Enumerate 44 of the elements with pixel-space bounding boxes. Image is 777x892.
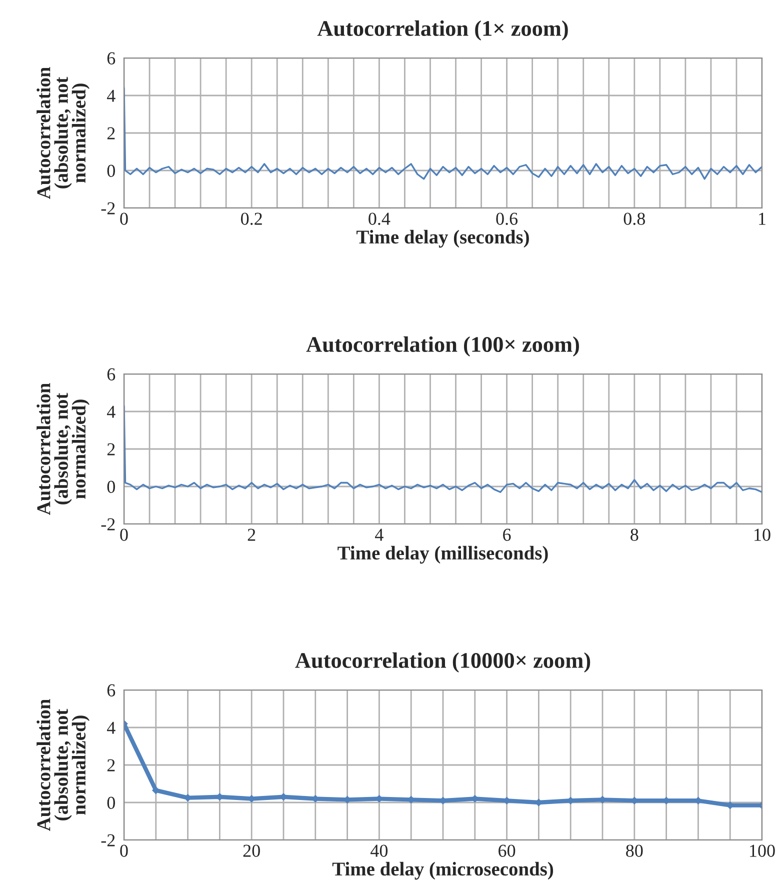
x-axis-title: Time delay (milliseconds) bbox=[338, 546, 548, 564]
x-tick-label: 60 bbox=[498, 844, 516, 857]
line-series bbox=[124, 405, 762, 493]
y-tick-label: 6 bbox=[107, 684, 116, 696]
x-tick-label: 4 bbox=[375, 528, 384, 541]
x-axis-title: Time delay (microseconds) bbox=[332, 862, 554, 880]
y-tick-label: -2 bbox=[101, 202, 115, 214]
x-tick-label: 20 bbox=[243, 844, 260, 857]
x-tick-label: 8 bbox=[630, 528, 638, 541]
chart-title: Autocorrelation (10000× zoom) bbox=[295, 652, 590, 673]
x-tick-label: 40 bbox=[370, 844, 388, 857]
x-tick-label: 0.8 bbox=[624, 212, 645, 225]
y-tick-label: -2 bbox=[101, 834, 115, 846]
line-series bbox=[124, 87, 762, 180]
x-tick-label: 100 bbox=[750, 844, 775, 857]
y-tick-label: 6 bbox=[107, 368, 116, 380]
x-tick-label: 0 bbox=[120, 528, 128, 541]
x-tick-label: 0.2 bbox=[241, 212, 262, 225]
y-tick-label: 4 bbox=[106, 722, 116, 734]
chart-title: Autocorrelation (1× zoom) bbox=[317, 20, 568, 41]
x-tick-label: 10 bbox=[754, 528, 770, 541]
y-tick-label: 0 bbox=[107, 480, 115, 493]
y-axis-title: Autocorrelation (absolute, not normalized) bbox=[36, 699, 90, 832]
y-tick-label: 4 bbox=[106, 406, 116, 418]
x-tick-label: 0 bbox=[120, 844, 128, 857]
x-tick-label: 80 bbox=[626, 844, 643, 857]
y-tick-label: 0 bbox=[107, 164, 115, 177]
x-tick-label: 6 bbox=[503, 528, 511, 541]
y-tick-label: 2 bbox=[107, 127, 115, 140]
chart-title: Autocorrelation (100× zoom) bbox=[306, 336, 579, 357]
y-tick-label: 6 bbox=[107, 52, 116, 64]
x-tick-label: 2 bbox=[248, 528, 256, 541]
y-axis-title: Autocorrelation (absolute, not normalized) bbox=[36, 383, 90, 516]
x-tick-label: 0.6 bbox=[496, 212, 518, 225]
x-tick-label: 0 bbox=[120, 212, 128, 225]
y-tick-label: 2 bbox=[107, 759, 115, 772]
y-axis-title: Autocorrelation (absolute, not normalized) bbox=[36, 67, 90, 200]
x-tick-label: 1 bbox=[759, 212, 766, 225]
y-tick-label: -2 bbox=[101, 518, 115, 530]
y-tick-label: 0 bbox=[107, 796, 115, 809]
x-tick-label: 0.4 bbox=[368, 212, 390, 225]
x-axis-title: Time delay (seconds) bbox=[356, 230, 529, 248]
y-tick-label: 4 bbox=[106, 90, 116, 102]
y-tick-label: 2 bbox=[107, 443, 115, 456]
